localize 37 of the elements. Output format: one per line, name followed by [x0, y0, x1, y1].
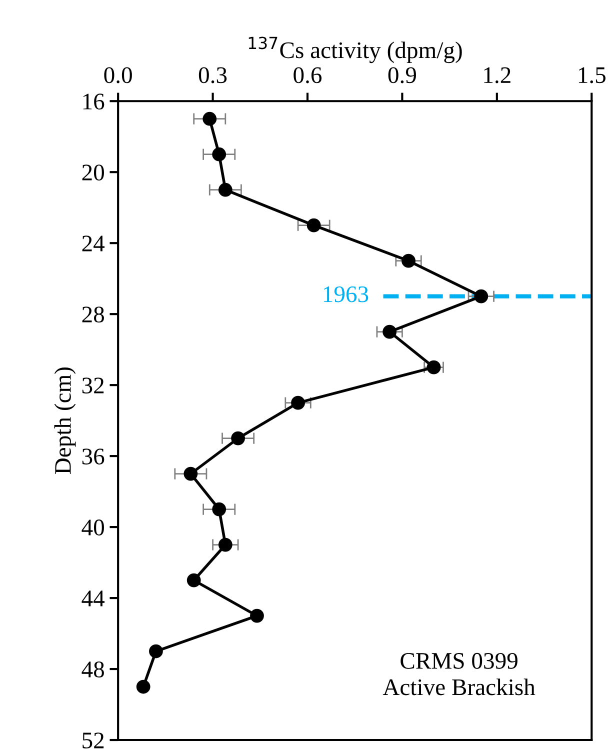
x-tick-label: 0.6 [294, 67, 322, 84]
x-tick-label: 1.5 [578, 67, 606, 84]
x-tick-label: 0.0 [104, 67, 132, 84]
x-tick-label: 0.9 [388, 67, 416, 84]
annotation: CRMS 0399 Active Brackish [382, 652, 536, 696]
y-tick-label: 52 [82, 732, 104, 748]
point [218, 538, 232, 552]
point [402, 254, 416, 268]
y-tick-label: 16 [83, 94, 104, 110]
y-axis-title: Depth (cm) [54, 368, 76, 474]
y-tick-label: 32 [82, 378, 104, 394]
y-tick-label: 24 [82, 236, 105, 252]
y-tick-label: 44 [82, 590, 105, 606]
point [186, 573, 201, 588]
point [291, 396, 305, 410]
point [426, 360, 441, 374]
point [474, 289, 488, 304]
point [212, 147, 226, 162]
point [382, 324, 397, 339]
point [212, 502, 226, 516]
point [184, 466, 198, 481]
y-tick-label: 28 [82, 306, 104, 323]
y-tick-label: 40 [82, 520, 104, 536]
x-axis-title: $^{137}$Cs activity (dpm/g) [248, 36, 462, 64]
annotation: 1963 [324, 286, 368, 302]
point [250, 608, 264, 623]
point [149, 644, 163, 658]
y-tick-label: 48 [82, 662, 104, 678]
x-tick-label: 1.2 [484, 67, 510, 84]
x-tick-label: 0.3 [198, 67, 227, 84]
point [306, 218, 321, 232]
point [231, 431, 245, 446]
y-tick-label: 20 [82, 164, 104, 181]
point [218, 182, 232, 197]
point [136, 680, 150, 694]
point [202, 112, 217, 126]
y-tick-label: 36 [82, 448, 104, 464]
